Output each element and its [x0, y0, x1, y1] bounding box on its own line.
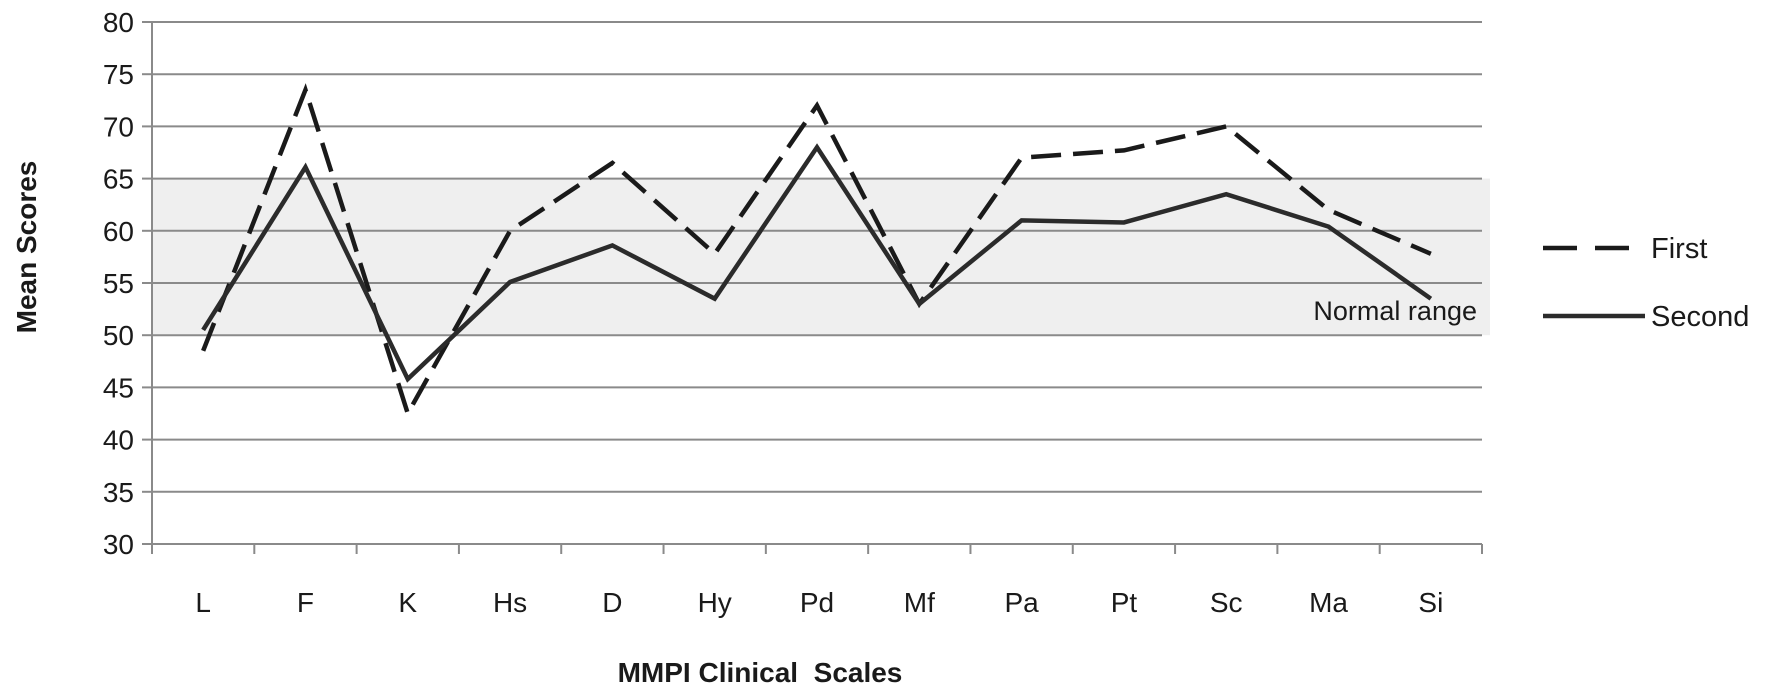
x-tick-label-D: D — [602, 587, 622, 618]
gridlines — [142, 21, 1482, 545]
x-tick-label-Hs: Hs — [493, 587, 527, 618]
x-tick-label-K: K — [398, 587, 417, 618]
y-tick-label-55: 55 — [103, 268, 134, 299]
normal-range-label: Normal range — [1313, 296, 1477, 326]
x-tick-label-Pa: Pa — [1004, 587, 1039, 618]
legend-label-second: Second — [1651, 301, 1749, 333]
y-tick-label-45: 45 — [103, 372, 134, 403]
legend-label-first: First — [1651, 233, 1707, 265]
axes — [151, 22, 1483, 554]
x-axis-title: MMPI Clinical Scales — [618, 657, 903, 688]
y-tick-label-40: 40 — [103, 425, 134, 456]
series-lines — [201, 83, 1433, 420]
x-tick-label-Si: Si — [1418, 587, 1443, 618]
y-tick-label-50: 50 — [103, 320, 134, 351]
normal-range-rect — [152, 178, 1490, 336]
x-tick-label-L: L — [195, 587, 211, 618]
y-axis-title: Mean Scores — [11, 161, 42, 334]
x-tick-label-Sc: Sc — [1210, 587, 1243, 618]
y-tick-label-75: 75 — [103, 59, 134, 90]
y-tick-label-60: 60 — [103, 216, 134, 247]
y-tick-label-30: 30 — [103, 529, 134, 560]
x-tick-label-Hy: Hy — [698, 587, 732, 618]
x-tick-label-Ma: Ma — [1309, 587, 1348, 618]
x-tick-labels: L F K Hs D Hy Pd Mf Pa Pt Sc Ma Si — [195, 587, 1443, 618]
series-line-first — [201, 83, 1432, 420]
x-tick-label-Pt: Pt — [1111, 587, 1138, 618]
legend: First Second — [1543, 233, 1749, 333]
y-tick-label-35: 35 — [103, 477, 134, 508]
y-tick-label-70: 70 — [103, 111, 134, 142]
y-tick-labels: 30 35 40 45 50 55 60 65 70 75 80 — [103, 7, 134, 560]
y-tick-label-80: 80 — [103, 7, 134, 38]
x-tick-label-Mf: Mf — [904, 587, 935, 618]
y-tick-label-65: 65 — [103, 164, 134, 195]
normal-range-band — [152, 178, 1490, 336]
x-tick-label-F: F — [297, 587, 314, 618]
x-tick-label-Pd: Pd — [800, 587, 834, 618]
series-line-second — [201, 143, 1433, 383]
